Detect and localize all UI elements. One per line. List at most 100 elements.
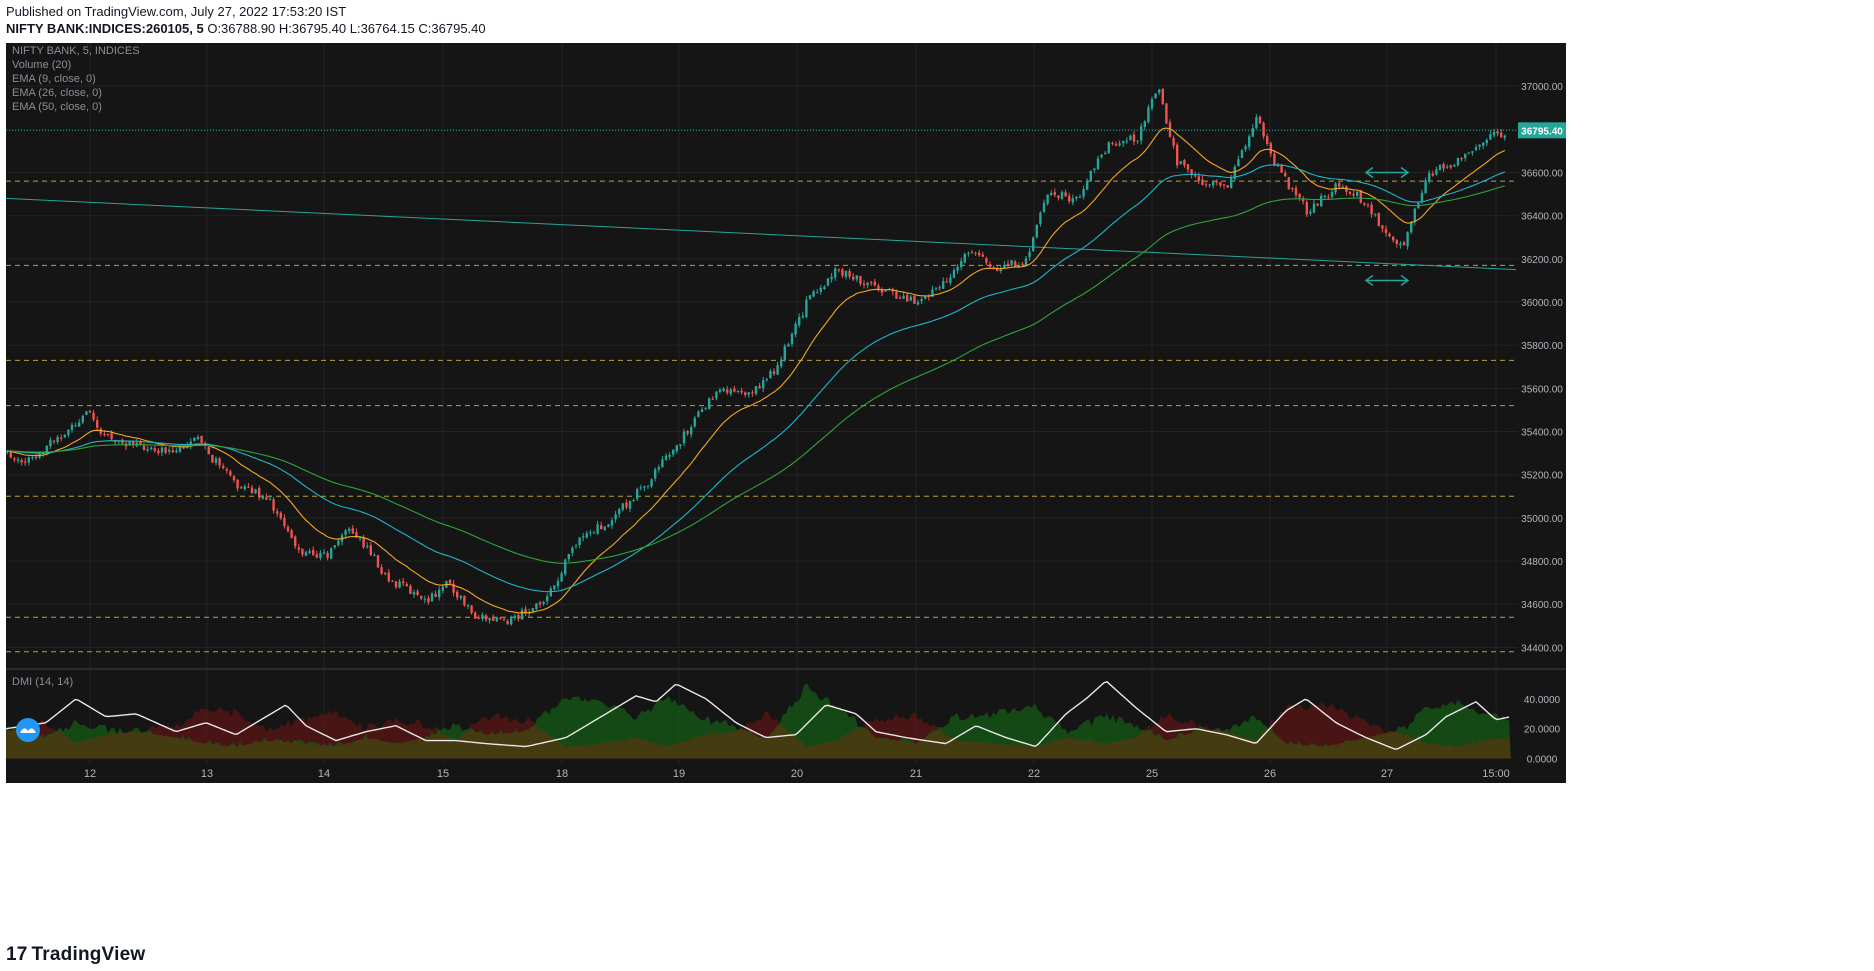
candle-body (567, 553, 570, 560)
candle-body (967, 253, 970, 255)
candle-body (157, 450, 160, 454)
candle-body (402, 581, 405, 584)
candle-body (790, 333, 794, 345)
candle-body (783, 346, 786, 361)
candle-body (1316, 203, 1319, 206)
candle-body (740, 390, 743, 393)
symbol-line: NIFTY BANK:INDICES:260105, 5 O:36788.90 … (6, 21, 486, 36)
chart-logo-icon[interactable] (16, 718, 40, 742)
candle-body (589, 532, 592, 534)
trendline[interactable] (6, 197, 1517, 271)
candle-body (816, 292, 819, 294)
horizontal-levels (6, 180, 1518, 653)
last-price-text: 36795.40 (1521, 126, 1563, 137)
candle-body (1478, 144, 1481, 147)
candle-body (398, 581, 401, 588)
price-tick-label: 34600.00 (1521, 600, 1563, 611)
candle-body (456, 591, 459, 598)
candle-body (1219, 182, 1222, 186)
candle-body (502, 619, 506, 621)
candle-body (686, 430, 689, 434)
candle-body (506, 620, 509, 625)
time-tick-label: 13 (201, 768, 213, 780)
candle-body (960, 261, 963, 268)
candle-body (1370, 204, 1373, 215)
candle-body (1334, 183, 1337, 193)
candle-body (996, 268, 999, 272)
chart-area[interactable]: 37000.00 36600.00 36400.00 36200.00 36000.00… (6, 43, 1866, 783)
candle-body (1183, 159, 1186, 166)
candle-body (1017, 264, 1020, 267)
candle-body (1132, 134, 1136, 142)
candle-body (1381, 225, 1384, 229)
candle-body (747, 392, 750, 395)
candle-body (1467, 152, 1470, 154)
candle-body (909, 296, 912, 301)
candle-body (470, 605, 473, 613)
candle-body (852, 276, 855, 280)
candle-body (286, 526, 290, 532)
candle-body (1388, 233, 1391, 237)
candle-body (308, 551, 311, 553)
candle-body (729, 389, 732, 394)
time-tick-label: 25 (1146, 768, 1158, 780)
candle-body (780, 359, 783, 367)
candle-body (1150, 98, 1154, 109)
candle-body (643, 486, 646, 488)
candle-body (1194, 175, 1197, 177)
candle-body (1291, 187, 1294, 189)
candle-body (646, 485, 650, 487)
price-tick-label: 35600.00 (1521, 384, 1563, 395)
dmi-tick-label: 0.0000 (1527, 755, 1558, 766)
candle-body (279, 512, 282, 519)
candle-body (1212, 181, 1215, 186)
candle-body (711, 398, 714, 400)
time-tick-label: 20 (791, 768, 803, 780)
candle-body (1237, 159, 1240, 167)
candle-body (952, 269, 956, 278)
range-arrows[interactable] (1364, 166, 1410, 287)
dmi-overlap-area (6, 725, 1511, 759)
candle-body (34, 456, 38, 458)
candle-body (272, 499, 275, 511)
candle-body (178, 445, 182, 452)
candle-body (794, 323, 797, 335)
candle-body (812, 291, 815, 297)
candle-body (9, 450, 12, 458)
legend-symbol: NIFTY BANK, 5, INDICES (12, 45, 140, 57)
candle-body (510, 618, 513, 625)
candle-body (870, 282, 873, 284)
candle-body (693, 418, 696, 427)
candle-body (315, 554, 318, 558)
candle-body (657, 467, 660, 470)
price-tick-label: 34400.00 (1521, 643, 1563, 654)
price-tick-label: 34800.00 (1521, 557, 1563, 568)
candle-body (448, 580, 452, 584)
candle-body (1248, 136, 1251, 147)
candle-body (1305, 202, 1308, 215)
legend-ema26: EMA (26, close, 0) (12, 87, 102, 99)
chart-background (6, 43, 1518, 783)
candle-body (1406, 232, 1409, 247)
candle-body (459, 596, 462, 599)
candle-body (387, 572, 390, 582)
candle-body (1251, 128, 1254, 137)
candle-body (193, 437, 196, 441)
candle-body (117, 440, 120, 442)
candle-body (697, 411, 700, 417)
candle-body (855, 275, 858, 280)
candle-body (1010, 260, 1013, 266)
candle-body (553, 585, 556, 590)
candle-body (538, 602, 542, 605)
dmi-tick-label: 20.0000 (1524, 725, 1561, 736)
candle-body (31, 456, 34, 458)
candle-body (294, 536, 297, 547)
candle-body (866, 282, 869, 286)
candle-body (1435, 169, 1438, 175)
price-axis: 37000.00 36600.00 36400.00 36200.00 36000.00… (1521, 82, 1563, 654)
candle-body (1244, 146, 1247, 150)
candle-body (844, 270, 848, 278)
candle-body (207, 446, 210, 455)
candle-body (726, 389, 729, 393)
dmi-axis: 40.0000 20.0000 0.0000 (1524, 695, 1561, 766)
